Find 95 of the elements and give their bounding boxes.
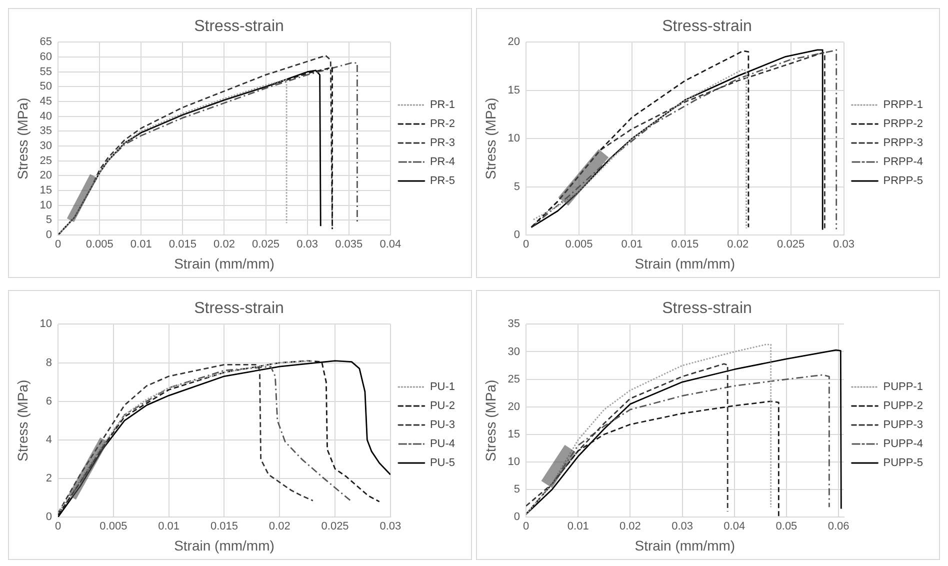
y-tick-label: 10: [508, 132, 520, 145]
y-tick-label: 35: [508, 318, 520, 330]
chart-title: Stress-strain: [662, 18, 752, 36]
x-tick-label: 0.04: [724, 520, 746, 533]
x-axis-title: Strain (mm/mm): [634, 255, 736, 272]
legend-label: PR-3: [430, 137, 455, 150]
x-tick-label: 0.005: [86, 238, 114, 251]
y-tick-label: 15: [40, 184, 52, 197]
x-tick-label: 0.02: [268, 520, 290, 533]
legend-label: PR-2: [430, 118, 455, 130]
y-tick-label: 10: [40, 318, 52, 330]
x-tick-label: 0.005: [100, 520, 128, 533]
x-tick-label: 0.02: [214, 238, 235, 251]
legend-label: PUPP-5: [883, 457, 924, 470]
legend-label: PUPP-3: [883, 419, 924, 432]
y-tick-label: 30: [40, 140, 52, 152]
x-tick-label: 0.01: [158, 520, 180, 533]
legend-label: PRPP-4: [883, 156, 924, 168]
y-tick-label: 20: [508, 400, 520, 413]
x-tick-label: 0.04: [380, 238, 402, 251]
legend-label: PU-5: [430, 457, 455, 470]
y-tick-label: 20: [508, 36, 520, 48]
y-tick-label: 25: [508, 373, 520, 386]
legend-label: PU-3: [430, 419, 455, 432]
y-tick-label: 5: [514, 180, 520, 193]
legend-label: PRPP-5: [883, 175, 924, 188]
y-tick-label: 15: [508, 428, 520, 440]
x-tick-label: 0.01: [130, 238, 152, 251]
x-tick-label: 0.03: [672, 520, 694, 533]
y-tick-label: 15: [508, 84, 520, 96]
y-tick-label: 60: [40, 51, 52, 64]
x-tick-label: 0.01: [621, 238, 643, 251]
x-tick-label: 0: [54, 520, 62, 533]
legend-label: PUPP-4: [883, 438, 924, 450]
x-tick-label: 0.015: [210, 520, 238, 533]
x-tick-label: 0.06: [828, 520, 850, 533]
x-axis-title: Strain (mm/mm): [634, 537, 736, 554]
legend-label: PR-5: [430, 175, 455, 188]
x-tick-label: 0.025: [321, 520, 349, 533]
y-tick-label: 0: [514, 229, 520, 242]
legend-label: PR-4: [430, 156, 455, 168]
y-tick-label: 2: [46, 472, 52, 484]
y-tick-label: 6: [46, 395, 52, 408]
y-tick-label: 30: [508, 346, 520, 358]
x-tick-label: 0.035: [335, 238, 363, 251]
x-tick-label: 0: [522, 238, 530, 251]
y-tick-label: 5: [514, 483, 520, 496]
x-axis-title: Strain (mm/mm): [174, 537, 274, 554]
x-tick-label: 0.02: [727, 238, 749, 251]
y-tick-label: 65: [40, 36, 52, 48]
legend-label: PUPP-1: [883, 381, 924, 394]
x-tick-label: 0: [522, 520, 530, 533]
y-tick-label: 25: [40, 154, 52, 167]
y-axis-title: Stress (MPa): [482, 380, 498, 462]
x-tick-label: 0.01: [567, 520, 589, 533]
x-tick-label: 0.02: [620, 520, 641, 533]
y-tick-label: 35: [40, 125, 52, 138]
legend-label: PU-4: [430, 438, 455, 450]
y-tick-label: 4: [46, 434, 52, 446]
legend-label: PR-1: [430, 99, 455, 112]
y-tick-label: 5: [46, 214, 52, 226]
y-axis-title: Stress (MPa): [14, 380, 30, 462]
x-tick-label: 0.03: [296, 238, 318, 251]
x-tick-label: 0.03: [833, 238, 854, 251]
y-tick-label: 45: [40, 96, 52, 108]
y-tick-label: 55: [40, 66, 52, 78]
y-tick-label: 8: [46, 356, 52, 369]
y-axis-title: Stress (MPa): [482, 98, 498, 180]
y-tick-label: 40: [40, 110, 52, 122]
x-tick-label: 0.03: [380, 520, 402, 533]
x-tick-label: 0: [54, 238, 62, 251]
y-axis-title: Stress (MPa): [14, 98, 30, 180]
x-tick-label: 0.015: [168, 238, 196, 251]
chart-title: Stress-strain: [194, 300, 284, 318]
legend-label: PRPP-1: [883, 99, 924, 112]
legend-label: PU-2: [430, 400, 455, 412]
legend-label: PRPP-3: [883, 137, 924, 150]
x-tick-label: 0.005: [565, 238, 593, 251]
x-tick-label: 0.025: [252, 238, 280, 251]
x-tick-label: 0.015: [671, 238, 699, 251]
y-tick-label: 10: [508, 456, 520, 468]
x-tick-label: 0.05: [776, 520, 798, 533]
y-tick-label: 50: [40, 80, 52, 93]
chart-title: Stress-strain: [194, 18, 284, 36]
x-axis-title: Strain (mm/mm): [174, 255, 274, 272]
y-tick-label: 10: [40, 199, 52, 212]
legend-label: PU-1: [430, 381, 455, 394]
y-tick-label: 20: [40, 170, 52, 182]
y-tick-label: 0: [46, 511, 52, 524]
legend-label: PRPP-2: [883, 118, 924, 130]
chart-title: Stress-strain: [662, 300, 752, 318]
x-tick-label: 0.025: [777, 238, 805, 251]
y-tick-label: 0: [46, 229, 52, 242]
y-tick-label: 0: [514, 511, 520, 524]
legend-label: PUPP-2: [883, 400, 924, 412]
